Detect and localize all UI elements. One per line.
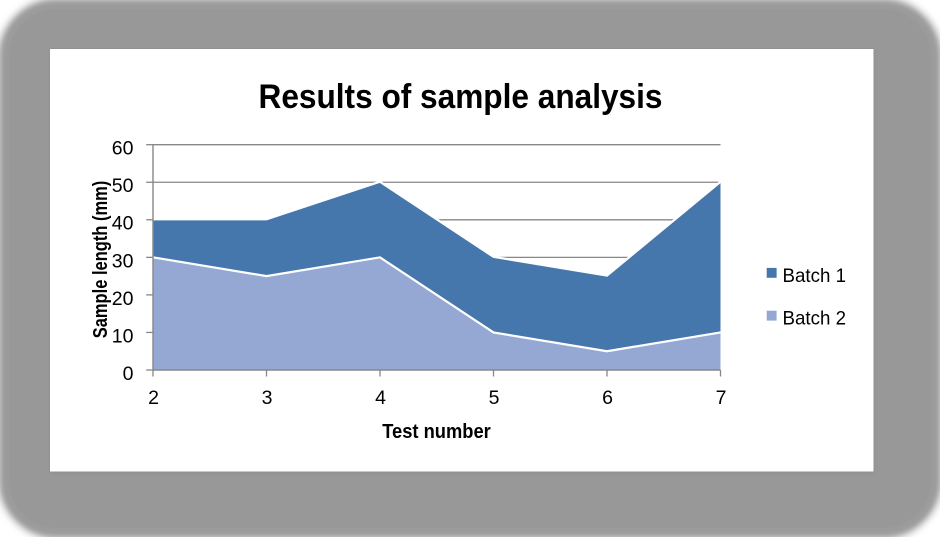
svg-text:Batch 1: Batch 1 [783,265,847,287]
svg-text:30: 30 [112,250,134,272]
svg-text:Sample length (mm): Sample length (mm) [90,181,112,339]
svg-text:3: 3 [262,387,273,409]
svg-text:0: 0 [123,363,134,385]
svg-text:5: 5 [489,387,500,409]
svg-text:Results of sample analysis: Results of sample analysis [259,78,663,116]
svg-text:Test number: Test number [382,421,491,443]
svg-text:20: 20 [112,288,134,310]
svg-text:10: 10 [112,325,134,347]
svg-text:50: 50 [112,175,134,197]
svg-text:40: 40 [112,213,134,235]
svg-text:6: 6 [602,387,613,409]
svg-text:7: 7 [716,387,727,409]
svg-text:2: 2 [148,387,159,409]
svg-text:Batch 2: Batch 2 [783,308,847,330]
svg-text:4: 4 [375,387,386,409]
svg-text:60: 60 [112,138,134,160]
